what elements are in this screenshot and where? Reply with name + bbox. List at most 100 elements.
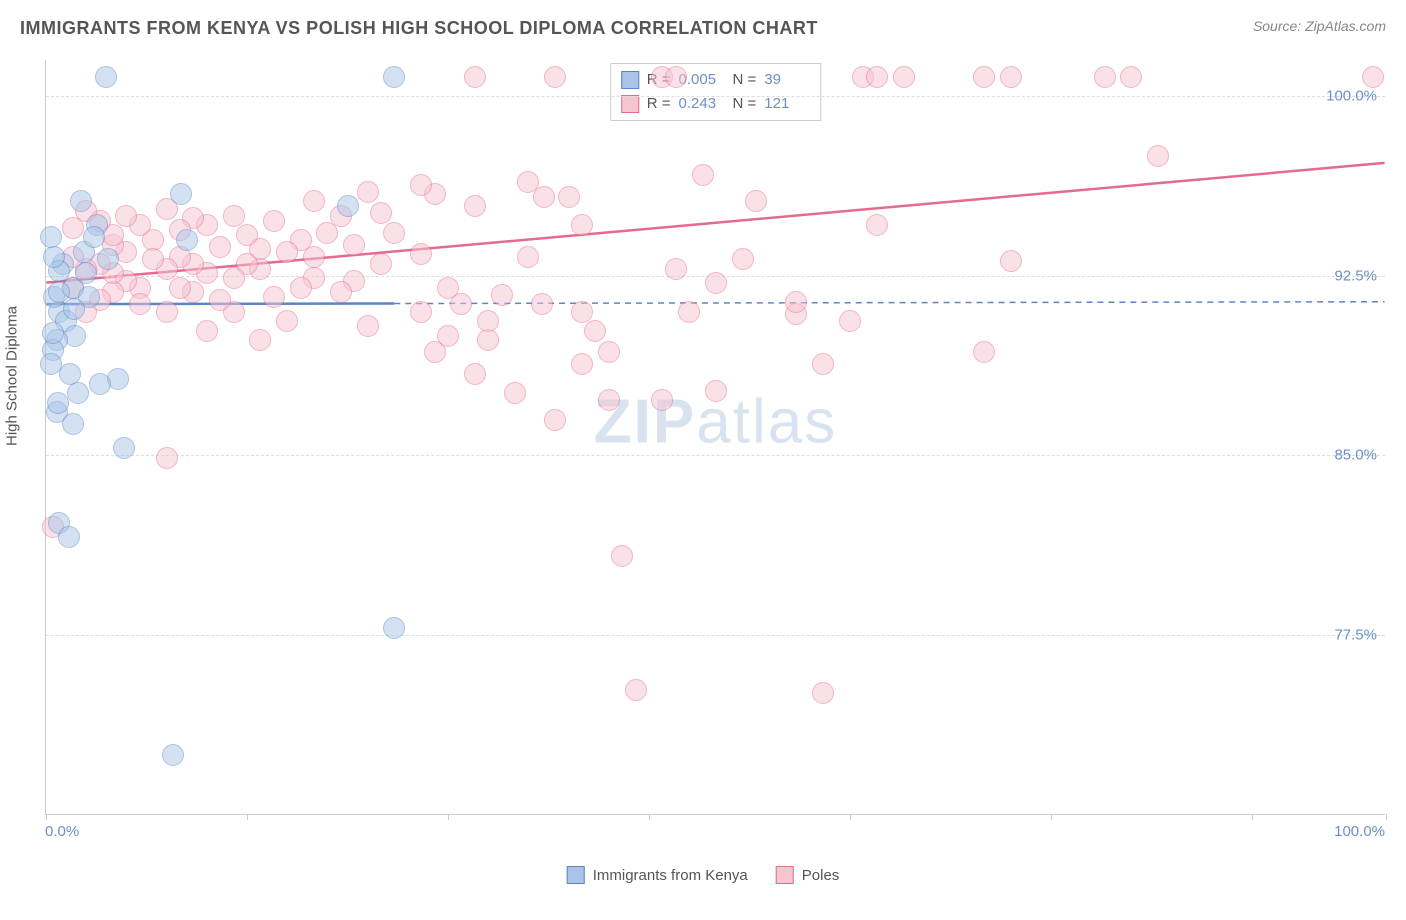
data-point: [47, 392, 69, 414]
data-point: [571, 214, 593, 236]
swatch-series-2: [621, 95, 639, 113]
data-point: [62, 413, 84, 435]
chart-title: IMMIGRANTS FROM KENYA VS POLISH HIGH SCH…: [20, 18, 818, 38]
data-point: [598, 341, 620, 363]
data-point: [63, 298, 85, 320]
x-tick: [1051, 814, 1052, 820]
trend-lines-layer: [46, 60, 1385, 814]
legend-item-series-1: Immigrants from Kenya: [567, 866, 748, 884]
data-point: [303, 190, 325, 212]
data-point: [67, 382, 89, 404]
gridline-horizontal: [46, 455, 1385, 456]
legend-label-2: Poles: [802, 867, 840, 884]
data-point: [316, 222, 338, 244]
swatch-series-1: [621, 71, 639, 89]
data-point: [504, 382, 526, 404]
data-point: [107, 368, 129, 390]
data-point: [176, 229, 198, 251]
y-tick-label: 85.0%: [1334, 447, 1377, 464]
data-point: [477, 329, 499, 351]
data-point: [705, 272, 727, 294]
data-point: [611, 545, 633, 567]
data-point: [424, 341, 446, 363]
x-tick-label-max: 100.0%: [1334, 823, 1385, 920]
data-point: [893, 66, 915, 88]
data-point: [678, 301, 700, 323]
data-point: [584, 320, 606, 342]
correlation-stats-box: R = 0.005 N = 39 R = 0.243 N = 121: [610, 63, 822, 121]
data-point: [276, 241, 298, 263]
data-point: [533, 186, 555, 208]
data-point: [95, 66, 117, 88]
data-point: [598, 389, 620, 411]
x-tick-label-min: 0.0%: [45, 823, 79, 920]
data-point: [83, 226, 105, 248]
data-point: [544, 66, 566, 88]
data-point: [142, 248, 164, 270]
data-point: [370, 202, 392, 224]
chart-header: IMMIGRANTS FROM KENYA VS POLISH HIGH SCH…: [20, 18, 1386, 48]
data-point: [383, 222, 405, 244]
data-point: [531, 293, 553, 315]
data-point: [732, 248, 754, 270]
data-point: [170, 183, 192, 205]
data-point: [357, 315, 379, 337]
data-point: [839, 310, 861, 332]
data-point: [410, 301, 432, 323]
data-point: [276, 310, 298, 332]
x-tick: [1252, 814, 1253, 820]
x-tick: [247, 814, 248, 820]
data-point: [464, 363, 486, 385]
data-point: [692, 164, 714, 186]
data-point: [330, 281, 352, 303]
data-point: [1362, 66, 1384, 88]
data-point: [263, 286, 285, 308]
y-tick-label: 77.5%: [1334, 627, 1377, 644]
legend-label-1: Immigrants from Kenya: [593, 867, 748, 884]
data-point: [651, 389, 673, 411]
data-point: [571, 353, 593, 375]
data-point: [249, 329, 271, 351]
data-point: [464, 66, 486, 88]
data-point: [263, 210, 285, 232]
data-point: [973, 66, 995, 88]
data-point: [169, 277, 191, 299]
data-point: [64, 325, 86, 347]
gridline-horizontal: [46, 635, 1385, 636]
data-point: [665, 258, 687, 280]
data-point: [491, 284, 513, 306]
data-point: [1000, 66, 1022, 88]
data-point: [62, 217, 84, 239]
data-point: [223, 267, 245, 289]
x-tick: [1386, 814, 1387, 820]
gridline-horizontal: [46, 96, 1385, 97]
data-point: [58, 526, 80, 548]
data-point: [477, 310, 499, 332]
n-value-series-1: 39: [764, 68, 810, 92]
source-attribution: Source: ZipAtlas.com: [1253, 18, 1386, 34]
data-point: [162, 744, 184, 766]
n-label: N =: [733, 68, 757, 92]
data-point: [1120, 66, 1142, 88]
data-point: [625, 679, 647, 701]
data-point: [665, 66, 687, 88]
data-point: [97, 248, 119, 270]
data-point: [370, 253, 392, 275]
x-tick: [46, 814, 47, 820]
data-point: [558, 186, 580, 208]
data-point: [129, 293, 151, 315]
data-point: [785, 291, 807, 313]
data-point: [437, 277, 459, 299]
data-point: [812, 682, 834, 704]
data-point: [343, 234, 365, 256]
data-point: [236, 224, 258, 246]
data-point: [745, 190, 767, 212]
scatter-plot-area: ZIPatlas R = 0.005 N = 39 R = 0.243 N = …: [45, 60, 1385, 815]
data-point: [43, 246, 65, 268]
data-point: [42, 322, 64, 344]
data-point: [223, 205, 245, 227]
data-point: [517, 246, 539, 268]
data-point: [410, 243, 432, 265]
y-tick-label: 100.0%: [1326, 87, 1377, 104]
data-point: [196, 320, 218, 342]
